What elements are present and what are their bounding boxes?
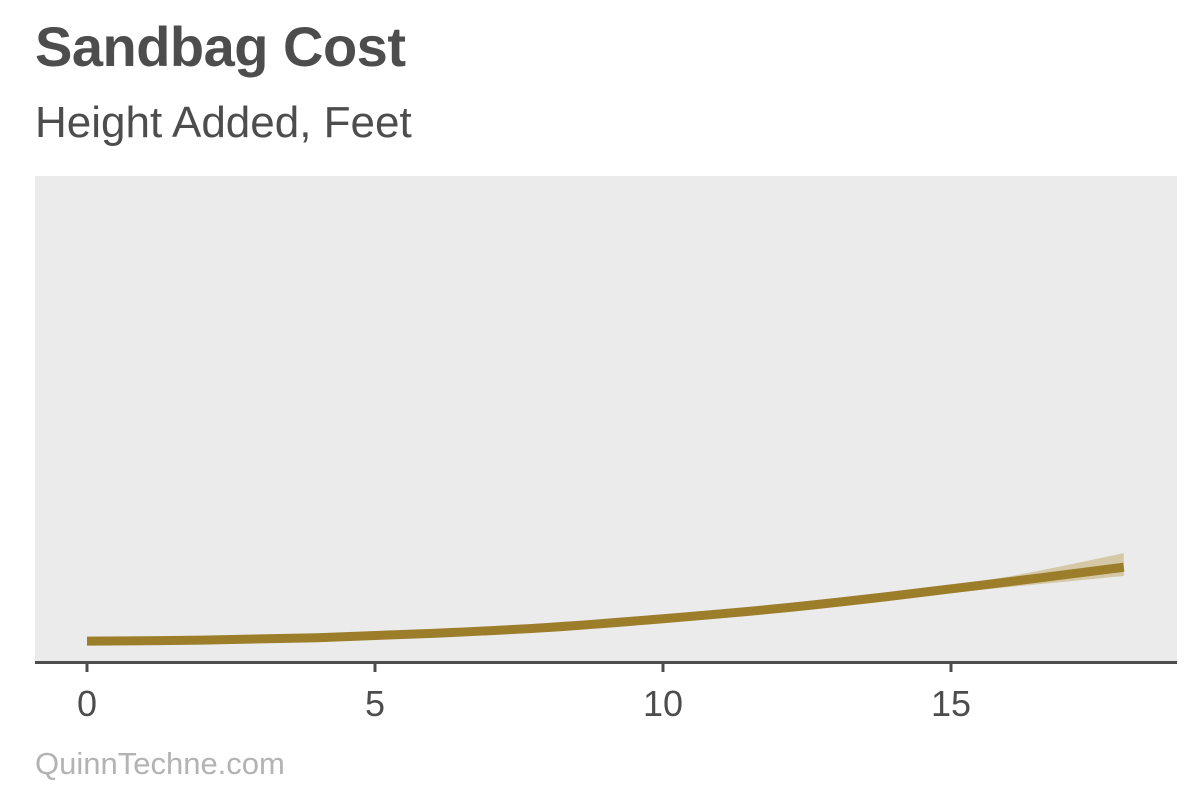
chart-subtitle: Height Added, Feet <box>35 98 412 147</box>
x-tick-label: 5 <box>365 683 385 724</box>
cost-line <box>86 562 1125 646</box>
x-axis-ticks: 0 5 10 15 <box>77 662 971 724</box>
x-tick-label: 0 <box>77 683 97 724</box>
chart-title: Sandbag Cost <box>35 15 406 78</box>
x-tick-label: 15 <box>931 683 971 724</box>
x-tick-label: 10 <box>643 683 683 724</box>
plot-panel <box>35 176 1177 662</box>
source-credit: QuinnTechne.com <box>35 746 285 781</box>
